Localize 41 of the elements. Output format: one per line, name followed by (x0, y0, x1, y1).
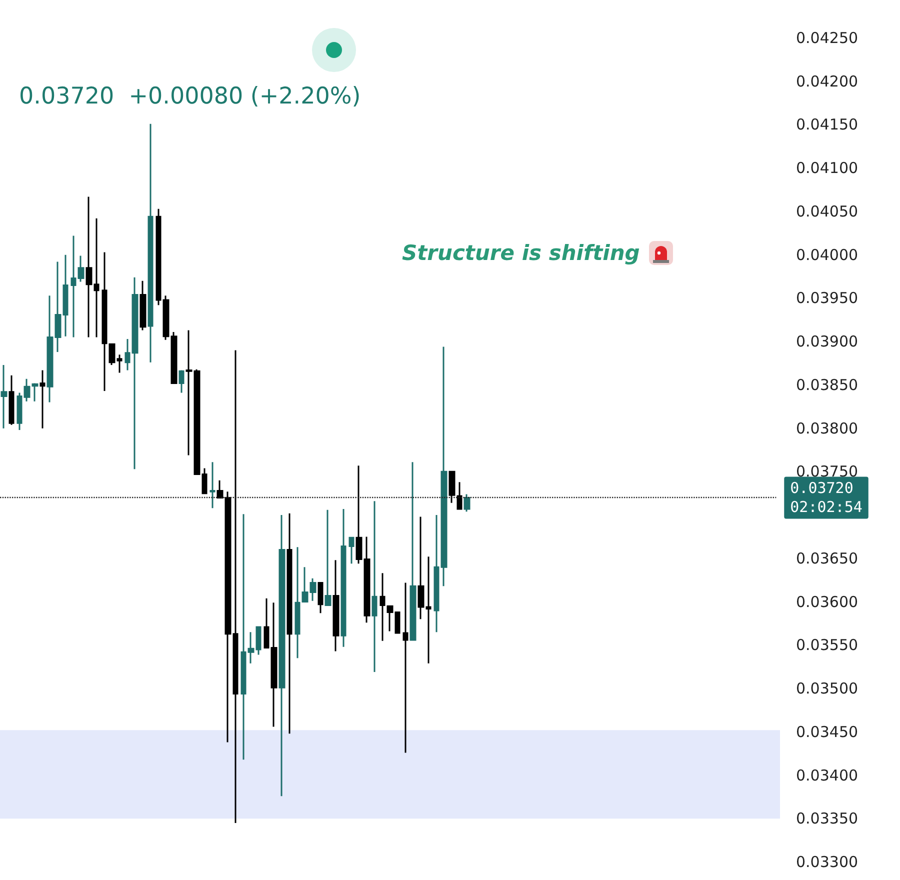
candlestick (464, 493, 470, 512)
y-tick-label: 0.03750 (796, 462, 858, 481)
candlestick (348, 536, 354, 564)
text: 02:02:54 (790, 498, 862, 516)
candlestick (278, 514, 286, 797)
y-tick-label: 0.04000 (796, 246, 858, 264)
y-tick-label: 0.03650 (796, 549, 858, 568)
candlestick (140, 280, 146, 332)
candlestick (0, 364, 8, 430)
candlestick (402, 582, 408, 754)
y-tick-label: 0.04050 (796, 202, 858, 220)
y-tick-label: 0.03400 (796, 766, 858, 784)
y-tick-label: 0.03600 (796, 592, 858, 611)
y-tick-label: 0.03950 (796, 289, 858, 308)
annotation: Structure is shifting (402, 241, 640, 265)
y-tick-label: 0.03900 (796, 332, 858, 351)
candlestick (324, 509, 332, 606)
y-tick-label: 0.03550 (796, 636, 858, 654)
candlestick (40, 369, 46, 430)
y-tick-label: 0.03800 (796, 419, 858, 438)
candlestick (210, 461, 216, 509)
y-tick-label: 0.04250 (796, 29, 858, 47)
candlestick (340, 508, 346, 648)
candlestick (410, 461, 416, 641)
candlestick (318, 582, 324, 614)
candlestick (372, 500, 378, 673)
candlestick (286, 512, 292, 734)
candlestick (178, 369, 184, 394)
candlestick (332, 559, 340, 652)
y-tick-label: 0.04200 (796, 72, 858, 90)
y-tick-label: 0.03450 (796, 722, 858, 741)
y-tick-label: 0.04100 (796, 159, 858, 178)
text: 0.03720 +0.00080 (+2.20%) (19, 84, 361, 110)
candlestick (8, 374, 14, 426)
y-tick-label: 0.03850 (796, 376, 858, 394)
y-tick-label: 0.04150 (796, 116, 858, 134)
y-tick-label: 0.03500 (796, 680, 858, 698)
y-tick-label: 0.03350 (796, 810, 858, 828)
candlestick (148, 123, 154, 364)
ref-line-label: 0.03720 (790, 479, 854, 498)
y-tick-label: 0.03300 (796, 853, 858, 871)
